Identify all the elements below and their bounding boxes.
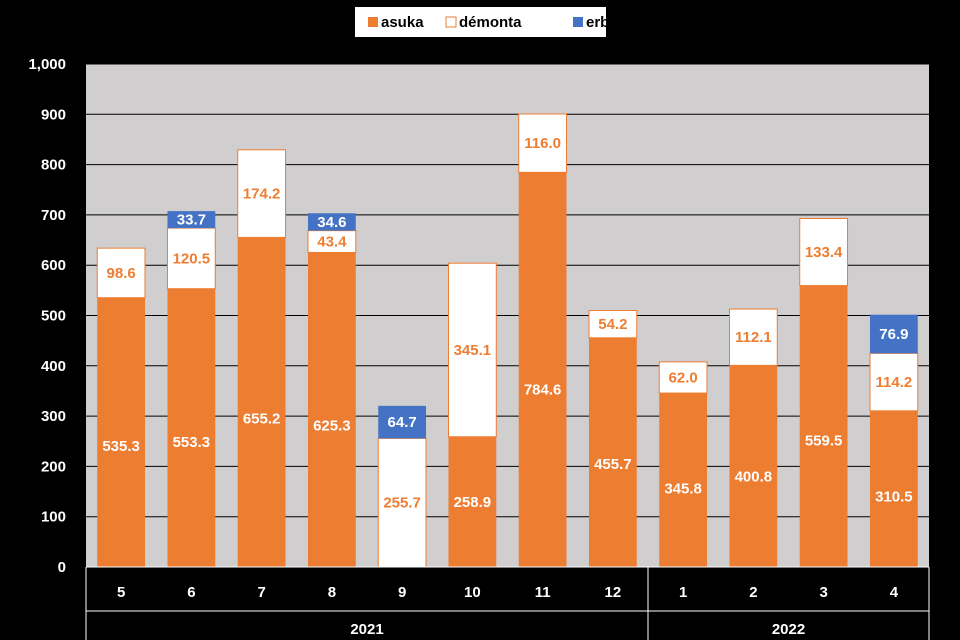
bar-segment (869, 352, 919, 412)
data-label: 43.4 (317, 234, 347, 251)
y-tick-label: 0 (58, 559, 66, 576)
data-label: 64.7 (388, 414, 417, 431)
y-tick-label: 300 (41, 408, 66, 425)
data-label: 400.8 (735, 468, 773, 485)
bar-segment (799, 285, 848, 567)
data-label: 625.3 (313, 417, 351, 434)
bar-segment (588, 310, 638, 339)
bar-segment (307, 230, 357, 253)
x-tick-label: 8 (328, 584, 336, 601)
y-tick-label: 900 (41, 106, 66, 123)
data-label: 559.5 (805, 432, 843, 449)
bar-segment (167, 211, 216, 229)
legend-label: démonta (459, 14, 522, 31)
data-label: 98.6 (107, 265, 136, 282)
x-tick-label: 12 (605, 584, 622, 601)
legend-label: asuka (381, 14, 424, 31)
x-tick-label: 3 (819, 584, 827, 601)
bar-segment (237, 149, 287, 238)
data-label: 455.7 (594, 456, 632, 473)
data-label: 62.0 (669, 369, 698, 386)
bar-segment (728, 308, 778, 366)
data-label: 553.3 (173, 434, 211, 451)
data-label: 784.6 (524, 381, 562, 398)
legend-box (355, 7, 606, 37)
bar-segment (96, 247, 146, 299)
data-label: 345.1 (454, 342, 492, 359)
data-label: 116.0 (524, 135, 561, 152)
y-tick-label: 500 (41, 308, 66, 325)
y-tick-label: 700 (41, 207, 66, 224)
data-label: 655.2 (243, 411, 281, 428)
x-tick-label: 10 (464, 584, 481, 601)
bar-segment (799, 217, 849, 287)
data-label: 258.9 (454, 494, 492, 511)
bar-segment (518, 172, 567, 568)
y-tick-label: 100 (41, 509, 66, 526)
bar-segment (729, 365, 778, 567)
bar-segment (448, 436, 497, 567)
data-label: 34.6 (317, 214, 346, 231)
bar-segment (447, 262, 497, 438)
x-tick-label: 4 (890, 584, 899, 601)
legend-label: erba (586, 14, 618, 31)
x-tick-label: 5 (117, 584, 125, 601)
x-tick-label: 1 (679, 584, 687, 601)
data-label: 535.3 (102, 438, 140, 455)
x-tick-label: 9 (398, 584, 406, 601)
data-label: 114.2 (876, 374, 913, 391)
bar-segment (307, 252, 356, 567)
data-label: 33.7 (177, 212, 206, 229)
y-tick-label: 600 (41, 257, 66, 274)
x-tick-label: 7 (257, 584, 265, 601)
data-label: 255.7 (383, 495, 421, 512)
data-label: 120.5 (173, 250, 211, 267)
legend-swatch (573, 17, 583, 27)
legend-swatch (368, 17, 378, 27)
data-label: 76.9 (879, 326, 908, 343)
bar-segment (518, 113, 568, 173)
bar-segment (869, 410, 918, 567)
bar-segment (167, 288, 216, 567)
data-label: 345.8 (664, 481, 702, 498)
bar-segment (237, 237, 286, 568)
y-tick-label: 200 (41, 458, 66, 475)
bar-segment (97, 297, 146, 567)
bar-segment (166, 227, 216, 290)
bar-segment (659, 393, 708, 567)
data-label: 310.5 (875, 489, 913, 506)
bar-segment (658, 361, 708, 394)
y-tick-label: 400 (41, 358, 66, 375)
bar-segment (869, 314, 918, 354)
legend-swatch (445, 16, 457, 28)
bar-segment (588, 337, 637, 567)
x-group-label: 2022 (772, 621, 805, 638)
y-tick-label: 800 (41, 157, 66, 174)
x-group-label: 2021 (350, 621, 383, 638)
y-tick-label: 1,000 (28, 56, 66, 73)
x-tick-label: 6 (187, 584, 195, 601)
data-label: 174.2 (243, 186, 281, 203)
data-label: 133.4 (805, 244, 843, 261)
data-label: 112.1 (735, 329, 772, 346)
x-tick-label: 2 (749, 584, 757, 601)
bar-segment (378, 405, 427, 439)
x-tick-label: 11 (535, 584, 551, 601)
bar-segment (307, 213, 356, 231)
data-label: 54.2 (598, 316, 627, 333)
